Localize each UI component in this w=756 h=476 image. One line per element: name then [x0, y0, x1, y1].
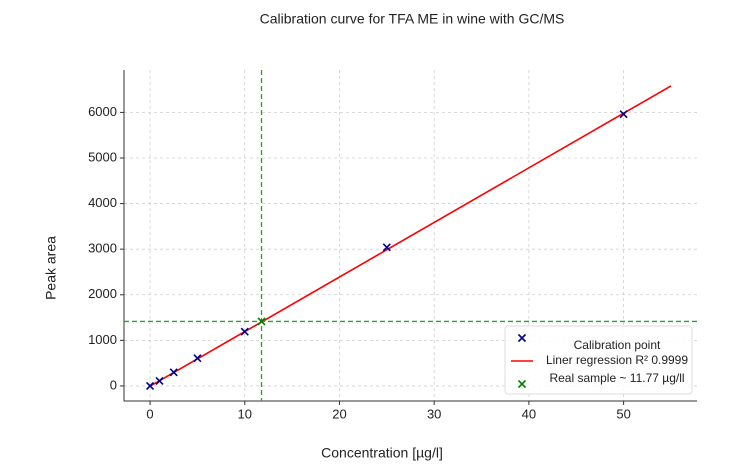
data-point: [619, 110, 628, 119]
legend-swatch: [517, 379, 527, 389]
y-tick-label: 0: [110, 377, 117, 392]
marker-stroke: [145, 381, 155, 391]
data-point: [257, 317, 266, 326]
legend-label: Liner regression R² 0.9999: [546, 353, 688, 367]
regression-line: [149, 85, 672, 387]
marker-stroke: [517, 379, 527, 389]
legend-box: [504, 325, 693, 395]
y-tick-label: 6000: [88, 104, 117, 119]
legend-label: Calibration point: [574, 338, 661, 352]
x-tick-label: 0: [146, 406, 153, 421]
data-point: [193, 354, 202, 363]
y-tick-label: 1000: [88, 332, 117, 347]
y-tick-label: 5000: [88, 149, 117, 164]
x-tick-label: 30: [427, 406, 441, 421]
marker-stroke: [257, 317, 266, 326]
data-point: [155, 376, 164, 386]
legend-swatch: [517, 333, 527, 343]
marker-stroke: [240, 327, 249, 336]
data-point: [169, 368, 178, 377]
legend-label: Real sample ~ 11.77 µg/ll: [549, 371, 684, 385]
y-axis-label: Peak area: [43, 236, 59, 300]
data-point: [145, 381, 155, 391]
marker-stroke: [517, 333, 527, 343]
marker-stroke: [193, 354, 202, 363]
marker-stroke: [169, 368, 178, 377]
x-tick-label: 10: [238, 406, 252, 421]
x-axis-label: Concentration [µg/l]: [321, 445, 443, 461]
y-tick-label: 4000: [88, 195, 117, 210]
marker-stroke: [155, 376, 164, 386]
y-tick-label: 2000: [88, 286, 117, 301]
x-tick-label: 40: [522, 406, 536, 421]
x-tick-label: 50: [616, 406, 630, 421]
chart-title: Calibration curve for TFA ME in wine wit…: [260, 11, 565, 27]
y-tick-label: 3000: [88, 241, 117, 256]
x-tick-label: 20: [332, 406, 346, 421]
marker-stroke: [382, 243, 391, 252]
data-point: [382, 243, 391, 252]
marker-stroke: [619, 110, 628, 119]
data-point: [240, 327, 249, 336]
